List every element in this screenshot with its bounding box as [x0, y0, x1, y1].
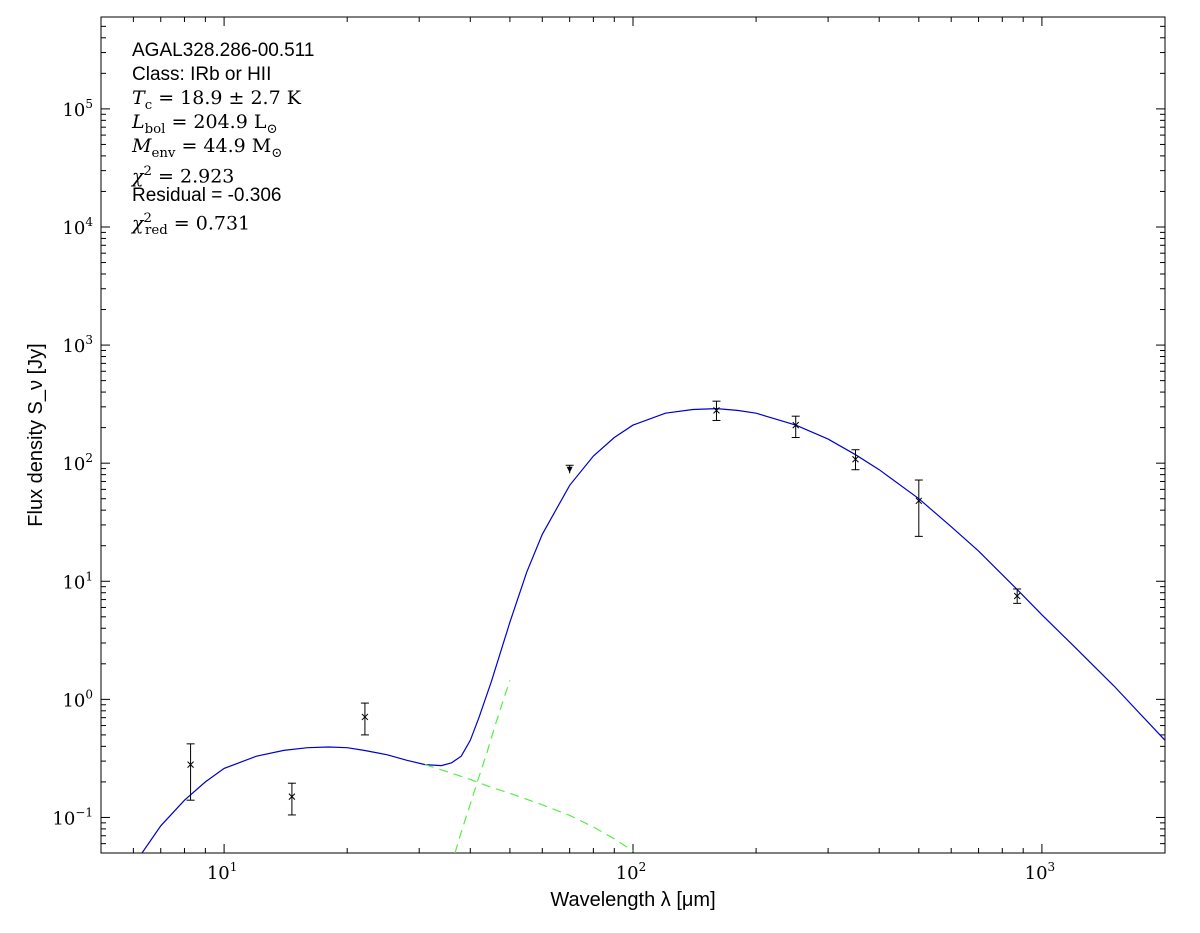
luminosity-value: = 204.9 L: [171, 111, 267, 133]
class-label: Class: IRb or HII: [132, 64, 272, 85]
y-tick-label: 105: [62, 97, 93, 121]
point-marker: [915, 497, 923, 505]
data-points: [186, 400, 1022, 816]
chi2-reduced-value: = 0.731: [173, 212, 251, 235]
data-point: [287, 782, 296, 816]
total-model-line: [141, 407, 1165, 853]
y-tick-label: 10−1: [52, 805, 93, 829]
x-tick-label: 102: [616, 860, 647, 884]
point-marker: [792, 421, 800, 429]
point-marker: [1013, 592, 1021, 600]
point-marker: [187, 761, 194, 768]
y-tick-label: 100: [62, 687, 93, 711]
mass-value: = 44.9 M: [181, 135, 272, 157]
upper-limit-point: [565, 464, 574, 474]
data-point: [914, 479, 923, 537]
mass-label: Menv = 44.9 M⊙: [132, 135, 283, 161]
chi2-reduced-label: χ2red = 0.731: [132, 211, 251, 239]
point-marker: [288, 793, 296, 801]
x-tick-label: 101: [207, 860, 238, 884]
x-tick-label: 103: [1025, 860, 1056, 884]
cold-component-line: [454, 680, 511, 853]
residual-label: Residual = -0.306: [132, 185, 282, 206]
y-tick-label: 101: [62, 569, 93, 593]
point-marker: [852, 455, 859, 463]
chi2-label: χ2 = 2.923: [132, 164, 235, 188]
axis-ticks: [100, 16, 1166, 854]
data-point: [791, 415, 800, 438]
point-marker: [713, 407, 720, 414]
point-marker: [361, 713, 369, 721]
chi2-value: = 2.923: [158, 165, 235, 188]
data-point: [1013, 588, 1022, 604]
luminosity-label: Lbol = 204.9 L⊙: [132, 111, 278, 137]
data-point: [712, 400, 721, 421]
x-axis-label: Wavelength λ [μm]: [550, 889, 715, 911]
series-layer: [141, 407, 1165, 853]
upper-limit-arrow: [566, 466, 573, 473]
data-point: [360, 702, 369, 736]
tick-labels: 101 102 103 10−1 100 101 102 103 104 105: [52, 97, 1055, 884]
y-axis-label: Flux density S_ν [Jy]: [25, 343, 47, 526]
temperature-label: Tc = 18.9 ± 2.7 K: [132, 87, 301, 113]
source-name: AGAL328.286-00.511: [132, 40, 315, 61]
data-point: [851, 449, 860, 471]
y-tick-label: 104: [62, 215, 93, 239]
y-tick-label: 103: [62, 333, 93, 357]
data-point: [186, 743, 195, 801]
y-tick-label: 102: [62, 451, 93, 475]
warm-component-line: [424, 764, 634, 852]
temperature-value: = 18.9 ± 2.7 K: [158, 87, 301, 109]
